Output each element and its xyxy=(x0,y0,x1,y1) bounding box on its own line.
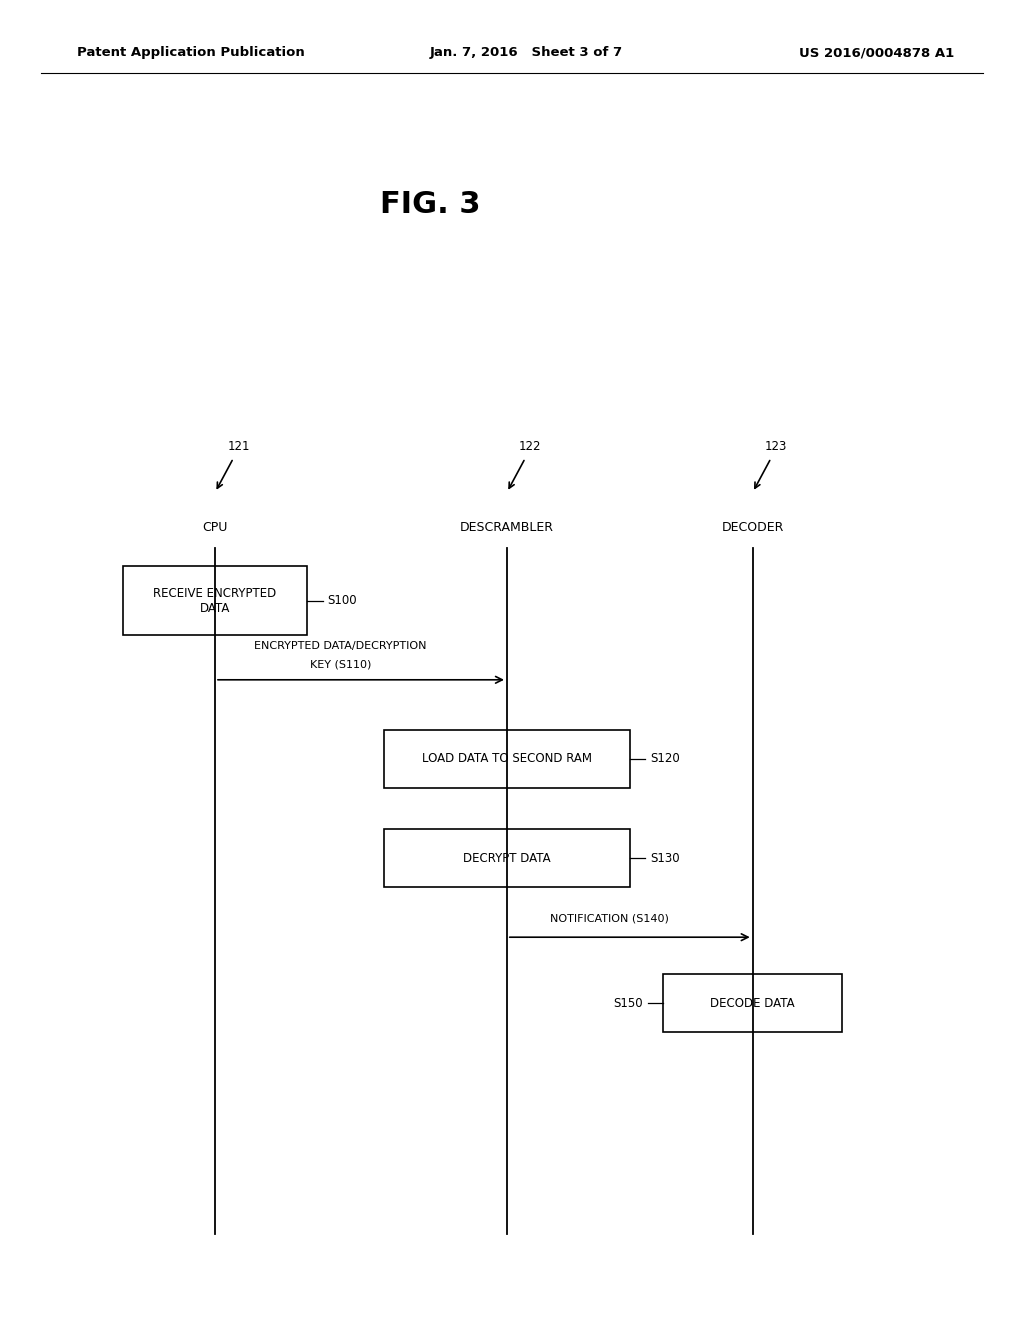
Text: S130: S130 xyxy=(650,851,680,865)
Text: 122: 122 xyxy=(519,440,542,453)
Text: Patent Application Publication: Patent Application Publication xyxy=(77,46,304,59)
Text: ENCRYPTED DATA/DECRYPTION: ENCRYPTED DATA/DECRYPTION xyxy=(254,640,427,651)
Text: S100: S100 xyxy=(328,594,357,607)
Text: CPU: CPU xyxy=(203,521,227,535)
Text: DECODER: DECODER xyxy=(722,521,783,535)
Bar xyxy=(123,566,307,635)
Bar xyxy=(384,829,630,887)
Text: DECRYPT DATA: DECRYPT DATA xyxy=(463,851,551,865)
Text: 123: 123 xyxy=(765,440,787,453)
Text: DESCRAMBLER: DESCRAMBLER xyxy=(460,521,554,535)
Text: LOAD DATA TO SECOND RAM: LOAD DATA TO SECOND RAM xyxy=(422,752,592,766)
Text: RECEIVE ENCRYPTED
DATA: RECEIVE ENCRYPTED DATA xyxy=(154,586,276,615)
Bar xyxy=(664,974,842,1032)
Text: FIG. 3: FIG. 3 xyxy=(380,190,480,219)
Text: US 2016/0004878 A1: US 2016/0004878 A1 xyxy=(799,46,954,59)
Text: Jan. 7, 2016   Sheet 3 of 7: Jan. 7, 2016 Sheet 3 of 7 xyxy=(430,46,624,59)
Text: 121: 121 xyxy=(227,440,250,453)
Text: S120: S120 xyxy=(650,752,680,766)
Text: S150: S150 xyxy=(613,997,643,1010)
Text: DECODE DATA: DECODE DATA xyxy=(711,997,795,1010)
Bar xyxy=(384,730,630,788)
Text: NOTIFICATION (S140): NOTIFICATION (S140) xyxy=(550,913,669,924)
Text: KEY (S110): KEY (S110) xyxy=(310,659,371,669)
